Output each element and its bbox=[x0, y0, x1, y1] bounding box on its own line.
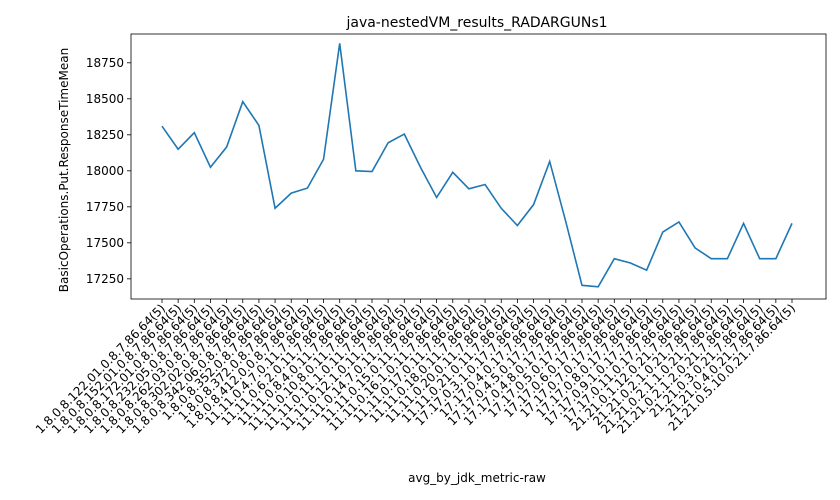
y-tick-label: 17750 bbox=[86, 200, 124, 214]
y-tick-label: 17250 bbox=[86, 272, 124, 286]
series-line bbox=[161, 43, 793, 288]
y-tick-label: 18500 bbox=[86, 92, 124, 106]
y-tick-label: 18250 bbox=[86, 128, 124, 142]
x-axis-title: avg_by_jdk_metric-raw bbox=[408, 471, 546, 485]
chart-title: java-nestedVM_results_RADARGUNs1 bbox=[345, 15, 607, 31]
axes-frame bbox=[130, 33, 827, 300]
y-tick-label: 17500 bbox=[86, 236, 124, 250]
y-tick-label: 18750 bbox=[86, 56, 124, 70]
y-tick-label: 18000 bbox=[86, 164, 124, 178]
x-axis: 1.8.0.8.122.01.0.8.7.86.64(5)1.8.0.8.152… bbox=[33, 299, 798, 437]
y-axis: 17250 17500 17750 18000 18250 18500 18750 bbox=[86, 56, 131, 286]
y-axis-title: BasicOperations.Put.ResponseTimeMean bbox=[57, 48, 71, 292]
